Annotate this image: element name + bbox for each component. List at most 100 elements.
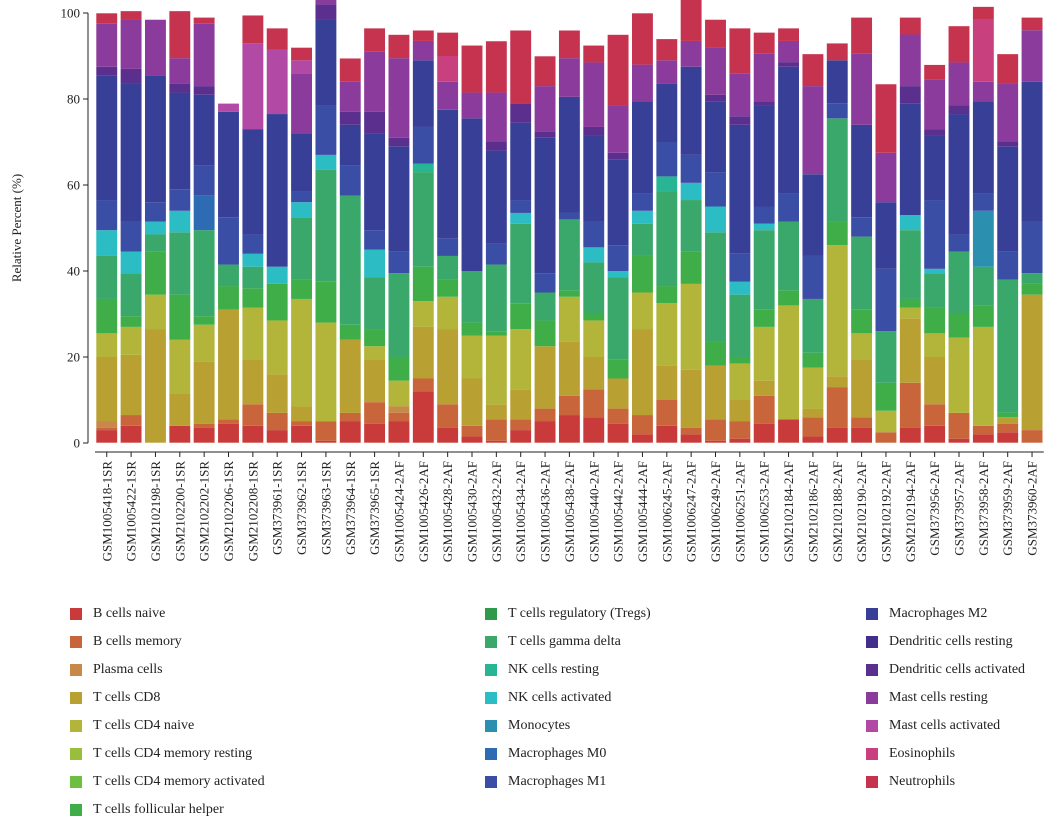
bar-segment <box>972 266 995 306</box>
bar-segment <box>169 393 191 426</box>
bar-segment <box>509 122 532 201</box>
bar-segment <box>120 10 142 20</box>
bar-segment <box>972 6 995 20</box>
bar-outline <box>314 0 337 444</box>
x-tick-label: GSM2102188-2AF <box>830 461 845 562</box>
bar-segment <box>509 200 532 213</box>
bar-outline <box>655 38 678 444</box>
bar-segment <box>290 298 313 407</box>
bar-segment <box>996 412 1019 418</box>
bar-segment <box>996 417 1019 424</box>
bar-segment <box>777 290 800 306</box>
bar-segment <box>753 380 775 396</box>
x-tick-label: GSM1006247-2AF <box>684 461 699 562</box>
bar-segment <box>96 200 118 231</box>
bar-segment <box>972 326 995 426</box>
bar-segment <box>899 103 922 216</box>
bar-stack <box>704 19 727 444</box>
bar-segment <box>850 53 873 125</box>
bar-segment <box>485 150 508 244</box>
bar-segment <box>777 221 800 291</box>
bar-segment <box>96 333 118 357</box>
bar-stack <box>972 6 995 444</box>
bar-segment <box>290 279 313 299</box>
bar-segment <box>777 40 800 63</box>
bar-segment <box>875 410 897 433</box>
bar-segment <box>169 92 191 190</box>
bar-segment <box>850 427 873 443</box>
legend-column: Macrophages M2 Dendritic cells resting Den… <box>866 600 1025 796</box>
bar-segment <box>120 273 142 317</box>
x-tick-label: GSM373958-2AF <box>976 461 991 556</box>
bar-segment <box>193 361 215 424</box>
bar-segment <box>607 34 629 106</box>
legend-swatch <box>485 776 497 788</box>
legend-item: NK cells activated <box>485 684 651 712</box>
legend-label: T cells CD4 naive <box>93 718 195 733</box>
bar-segment <box>704 206 727 233</box>
bar-outline <box>339 57 362 444</box>
bar-segment <box>436 238 459 256</box>
legend-swatch <box>485 664 497 676</box>
bar-segment <box>96 430 118 443</box>
bar-segment <box>558 290 581 297</box>
bar-segment <box>290 73 313 134</box>
x-tick-label: GSM373964-1SR <box>343 461 358 555</box>
legend-swatch <box>70 636 82 648</box>
bar-segment <box>656 60 678 84</box>
bar-segment <box>996 279 1019 413</box>
bar-segment <box>363 329 386 347</box>
bar-segment <box>875 152 897 203</box>
bar-stack <box>460 44 484 444</box>
legend-item: Macrophages M2 <box>866 600 1025 628</box>
bar-segment <box>972 19 995 82</box>
legend-label: Dendritic cells activated <box>889 662 1026 677</box>
bar-segment <box>996 432 1019 443</box>
bar-stack <box>1020 16 1044 444</box>
bar-segment <box>388 357 410 381</box>
stacked-bar-chart: 0 20 40 60 80 100 GSM1005418-1SR GSM1005422-1S… <box>9 0 1044 562</box>
bar-segment <box>558 212 581 220</box>
bar-segment <box>534 346 556 409</box>
bar-outline <box>168 10 191 444</box>
bar-outline <box>1020 16 1044 444</box>
bar-segment <box>996 423 1019 433</box>
bar-outline <box>631 12 654 444</box>
bar-segment <box>850 217 873 237</box>
bar-segment <box>1021 430 1043 443</box>
x-tick-label: GSM373957-2AF <box>952 461 967 556</box>
bar-stack <box>899 16 922 444</box>
bar-segment <box>412 30 435 41</box>
bar-segment <box>753 423 775 443</box>
bar-segment <box>96 66 118 76</box>
bars <box>95 0 1044 444</box>
bar-segment <box>729 281 751 295</box>
legend-swatch <box>70 692 82 704</box>
bar-segment <box>485 92 508 142</box>
bar-segment <box>777 193 800 222</box>
bar-segment <box>729 363 751 400</box>
bar-segment <box>583 62 605 127</box>
bar-segment <box>144 329 167 443</box>
bar-outline <box>850 16 873 444</box>
bar-segment <box>169 294 191 340</box>
bar-segment <box>485 142 508 151</box>
bar-stack <box>241 14 264 444</box>
bar-segment <box>850 333 873 360</box>
bar-segment <box>193 423 215 428</box>
bar-segment <box>509 419 532 431</box>
bar-segment <box>923 357 946 405</box>
bar-segment <box>753 326 775 381</box>
x-tick-label: GSM1005432-2AF <box>489 461 504 562</box>
x-tick-label: GSM2102192-2AF <box>878 461 893 562</box>
bar-segment <box>802 174 824 256</box>
bar-segment <box>339 81 361 112</box>
bar-segment <box>436 296 459 330</box>
bar-segment <box>631 415 654 435</box>
bar-segment <box>315 4 337 20</box>
bar-segment <box>388 58 410 138</box>
bar-stack <box>582 44 605 444</box>
bar-segment <box>802 86 824 175</box>
bar-segment <box>315 169 337 282</box>
x-tick-label: GSM373960-2AF <box>1025 461 1040 556</box>
